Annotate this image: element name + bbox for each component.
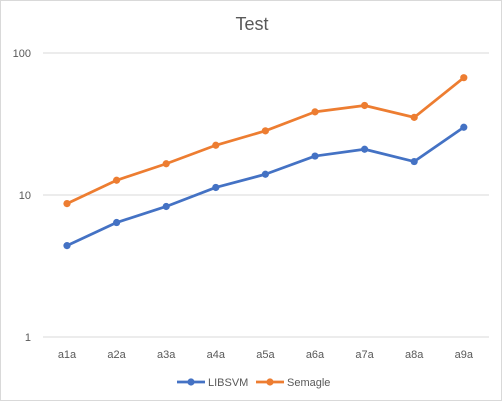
data-point bbox=[113, 176, 121, 184]
x-tick-label: a5a bbox=[256, 349, 275, 361]
data-point bbox=[410, 157, 418, 166]
x-tick-label: a7a bbox=[355, 349, 374, 361]
data-point bbox=[311, 152, 319, 160]
x-tick-label: a8a bbox=[405, 349, 424, 361]
x-tick-label: a9a bbox=[455, 349, 474, 361]
legend: LIBSVM Semagle bbox=[177, 377, 330, 389]
legend-marker-icon bbox=[266, 378, 274, 386]
data-point bbox=[212, 141, 220, 149]
chart-title: Test bbox=[235, 14, 268, 34]
data-point bbox=[63, 242, 71, 250]
legend-item-semagle: Semagle bbox=[256, 377, 330, 389]
data-point bbox=[162, 202, 170, 211]
series-line bbox=[65, 125, 466, 248]
legend-label: LIBSVM bbox=[208, 377, 248, 389]
data-point bbox=[460, 123, 468, 131]
series-semagle bbox=[63, 74, 468, 208]
legend-label: Semagle bbox=[287, 377, 330, 389]
legend-item-libsvm: LIBSVM bbox=[177, 377, 248, 389]
data-point bbox=[63, 199, 71, 208]
data-point bbox=[361, 145, 369, 153]
series-line bbox=[65, 76, 466, 205]
data-point bbox=[212, 183, 220, 192]
data-point bbox=[460, 74, 468, 82]
data-point bbox=[113, 218, 121, 227]
data-point bbox=[261, 170, 269, 178]
data-point bbox=[311, 108, 319, 116]
data-point bbox=[361, 101, 369, 110]
gridlines bbox=[43, 52, 489, 338]
x-tick-label: a6a bbox=[306, 349, 325, 361]
legend-marker-icon bbox=[187, 378, 195, 386]
data-point bbox=[162, 160, 170, 168]
data-point bbox=[410, 113, 418, 121]
data-point bbox=[261, 127, 269, 135]
y-tick-label: 10 bbox=[19, 190, 31, 202]
series-libsvm bbox=[63, 123, 468, 250]
y-tick-label: 100 bbox=[13, 48, 31, 60]
x-tick-label: a3a bbox=[157, 349, 176, 361]
x-tick-label: a4a bbox=[207, 349, 226, 361]
y-tick-label: 1 bbox=[25, 332, 31, 344]
x-tick-label: a1a bbox=[58, 349, 77, 361]
y-axis-ticks: 1 10 100 bbox=[13, 48, 31, 344]
x-axis-ticks: a1a a2a a3a a4a a5a a6a a7a a8a a9a bbox=[58, 349, 474, 361]
series-layer bbox=[63, 74, 468, 250]
x-tick-label: a2a bbox=[107, 349, 126, 361]
